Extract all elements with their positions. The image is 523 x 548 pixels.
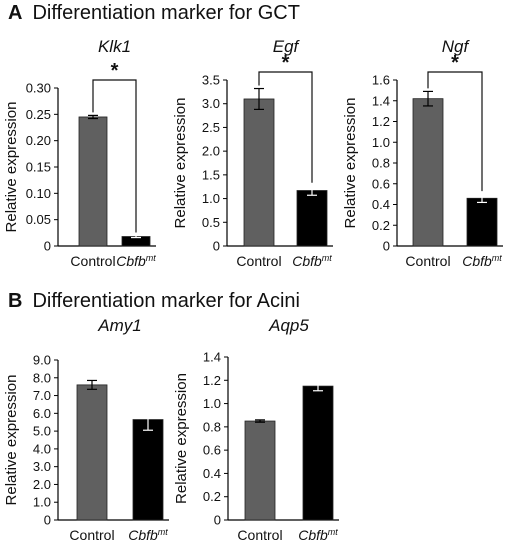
x-label-mutant: Cbfbmt (116, 253, 156, 269)
y-tick-label: 1.5 (202, 167, 220, 182)
section-a-letter: A (8, 2, 23, 24)
y-tick-label: 5.0 (33, 424, 51, 439)
bar-mutant (132, 419, 164, 521)
y-tick-label: 2.5 (202, 120, 220, 135)
y-axis-label: Relative expression (3, 102, 20, 233)
y-tick-label: 1.4 (372, 93, 390, 108)
x-label-mutant: Cbfbmt (298, 527, 338, 543)
y-tick-label: 0.6 (203, 443, 221, 458)
section-a-header: A Differentiation marker for GCT (8, 2, 300, 25)
bar-control (412, 98, 444, 247)
section-b-letter: B (8, 290, 23, 312)
y-tick-label: 0 (44, 513, 51, 528)
bar-control (244, 420, 276, 521)
chart-title: Egf (273, 37, 301, 56)
y-tick-label: 0.10 (26, 186, 51, 201)
y-tick-label: 0 (213, 239, 220, 254)
significance-bracket (258, 71, 313, 183)
x-label-mutant: Cbfbmt (292, 253, 332, 269)
x-label-control: Control (237, 527, 282, 543)
y-tick-label: 1.0 (203, 396, 221, 411)
y-axis-label: Relative expression (342, 98, 359, 229)
y-tick-label: 0.4 (372, 197, 390, 212)
y-axis-label: Relative expression (3, 375, 20, 506)
y-tick-label: 1.6 (372, 73, 390, 88)
significance-bracket (427, 71, 483, 192)
y-tick-label: 0 (383, 239, 390, 254)
x-label-control: Control (405, 253, 450, 269)
y-axis-label: Relative expression (172, 98, 189, 229)
y-tick-label: 1.0 (372, 135, 390, 150)
bar-mutant (302, 385, 334, 521)
bar-control (76, 384, 108, 521)
chart-ngf: Ngf Relative expression 0 0.2 0.4 0.6 0.8 1.0 1.… (342, 37, 503, 269)
y-tick-label: 0.05 (26, 212, 51, 227)
y-tick-label: 0.5 (202, 215, 220, 230)
x-label-superscript: mt (146, 253, 156, 263)
y-tick-label: 1.4 (203, 350, 221, 365)
chart-klk1: Klk1 Relative expression 0 0.05 0.10 0.15 0.20… (3, 37, 156, 269)
x-label-control: Control (70, 253, 115, 269)
section-a-title: Differentiation marker for GCT (32, 2, 300, 24)
y-tick-label: 0.15 (26, 160, 51, 175)
y-tick-label: 0.2 (203, 489, 221, 504)
y-tick-label: 0.20 (26, 133, 51, 148)
y-tick-label: 0.2 (372, 218, 390, 233)
chart-title: Amy1 (97, 316, 141, 335)
y-tick-label: 0.25 (26, 107, 51, 122)
x-label-superscript: mt (328, 527, 338, 537)
x-label-superscript: mt (322, 253, 332, 263)
bar-mutant (296, 190, 328, 247)
bar-control (243, 98, 275, 247)
y-tick-label: 1.2 (203, 373, 221, 388)
chart-amy1: Amy1 Relative expression 0 1.0 2.0 3.0 4.0 5.0 6… (3, 316, 169, 543)
section-b-title: Differentiation marker for Acini (32, 290, 300, 312)
significance-bracket (92, 79, 137, 233)
y-tick-label: 0.6 (372, 176, 390, 191)
chart-title: Klk1 (98, 37, 131, 56)
bar-mutant (466, 197, 498, 247)
chart-aqp5: Aqp5 Relative expression 0 0.2 0.4 0.6 0.8 1.0 1… (173, 316, 339, 543)
x-label-control: Control (236, 253, 281, 269)
y-tick-label: 3.5 (202, 73, 220, 88)
y-tick-label: 2.0 (33, 477, 51, 492)
y-tick-label: 3.0 (33, 459, 51, 474)
y-tick-label: 4.0 (33, 441, 51, 456)
x-label-mutant: Cbfbmt (462, 253, 502, 269)
x-label-superscript: mt (158, 527, 168, 537)
chart-egf: Egf Relative expression 0 0.5 1.0 1.5 2.0 2.5 3.… (172, 37, 333, 269)
chart-title: Ngf (442, 37, 471, 56)
y-tick-label: 3.0 (202, 96, 220, 111)
y-tick-label: 6.0 (33, 406, 51, 421)
significance-star: * (451, 52, 459, 74)
x-label-superscript: mt (492, 253, 502, 263)
x-label-mutant: Cbfbmt (128, 527, 168, 543)
bar-control (78, 116, 108, 247)
y-tick-label: 0 (214, 513, 221, 528)
y-tick-label: 8.0 (33, 370, 51, 385)
y-tick-label: 0.8 (203, 419, 221, 434)
y-tick-label: 0.30 (26, 81, 51, 96)
y-tick-label: 0.4 (203, 466, 221, 481)
y-tick-label: 1.0 (33, 495, 51, 510)
y-axis-label: Relative expression (173, 373, 190, 504)
y-tick-label: 0.8 (372, 156, 390, 171)
y-tick-label: 0 (44, 239, 51, 254)
section-b-header: B Differentiation marker for Acini (8, 290, 300, 313)
significance-star: * (111, 60, 119, 82)
chart-title: Aqp5 (268, 316, 309, 335)
x-label-control: Control (69, 527, 114, 543)
y-tick-label: 9.0 (33, 353, 51, 368)
y-tick-label: 1.2 (372, 114, 390, 129)
y-tick-label: 7.0 (33, 388, 51, 403)
significance-star: * (282, 52, 290, 74)
y-tick-label: 1.0 (202, 191, 220, 206)
y-tick-label: 2.0 (202, 144, 220, 159)
